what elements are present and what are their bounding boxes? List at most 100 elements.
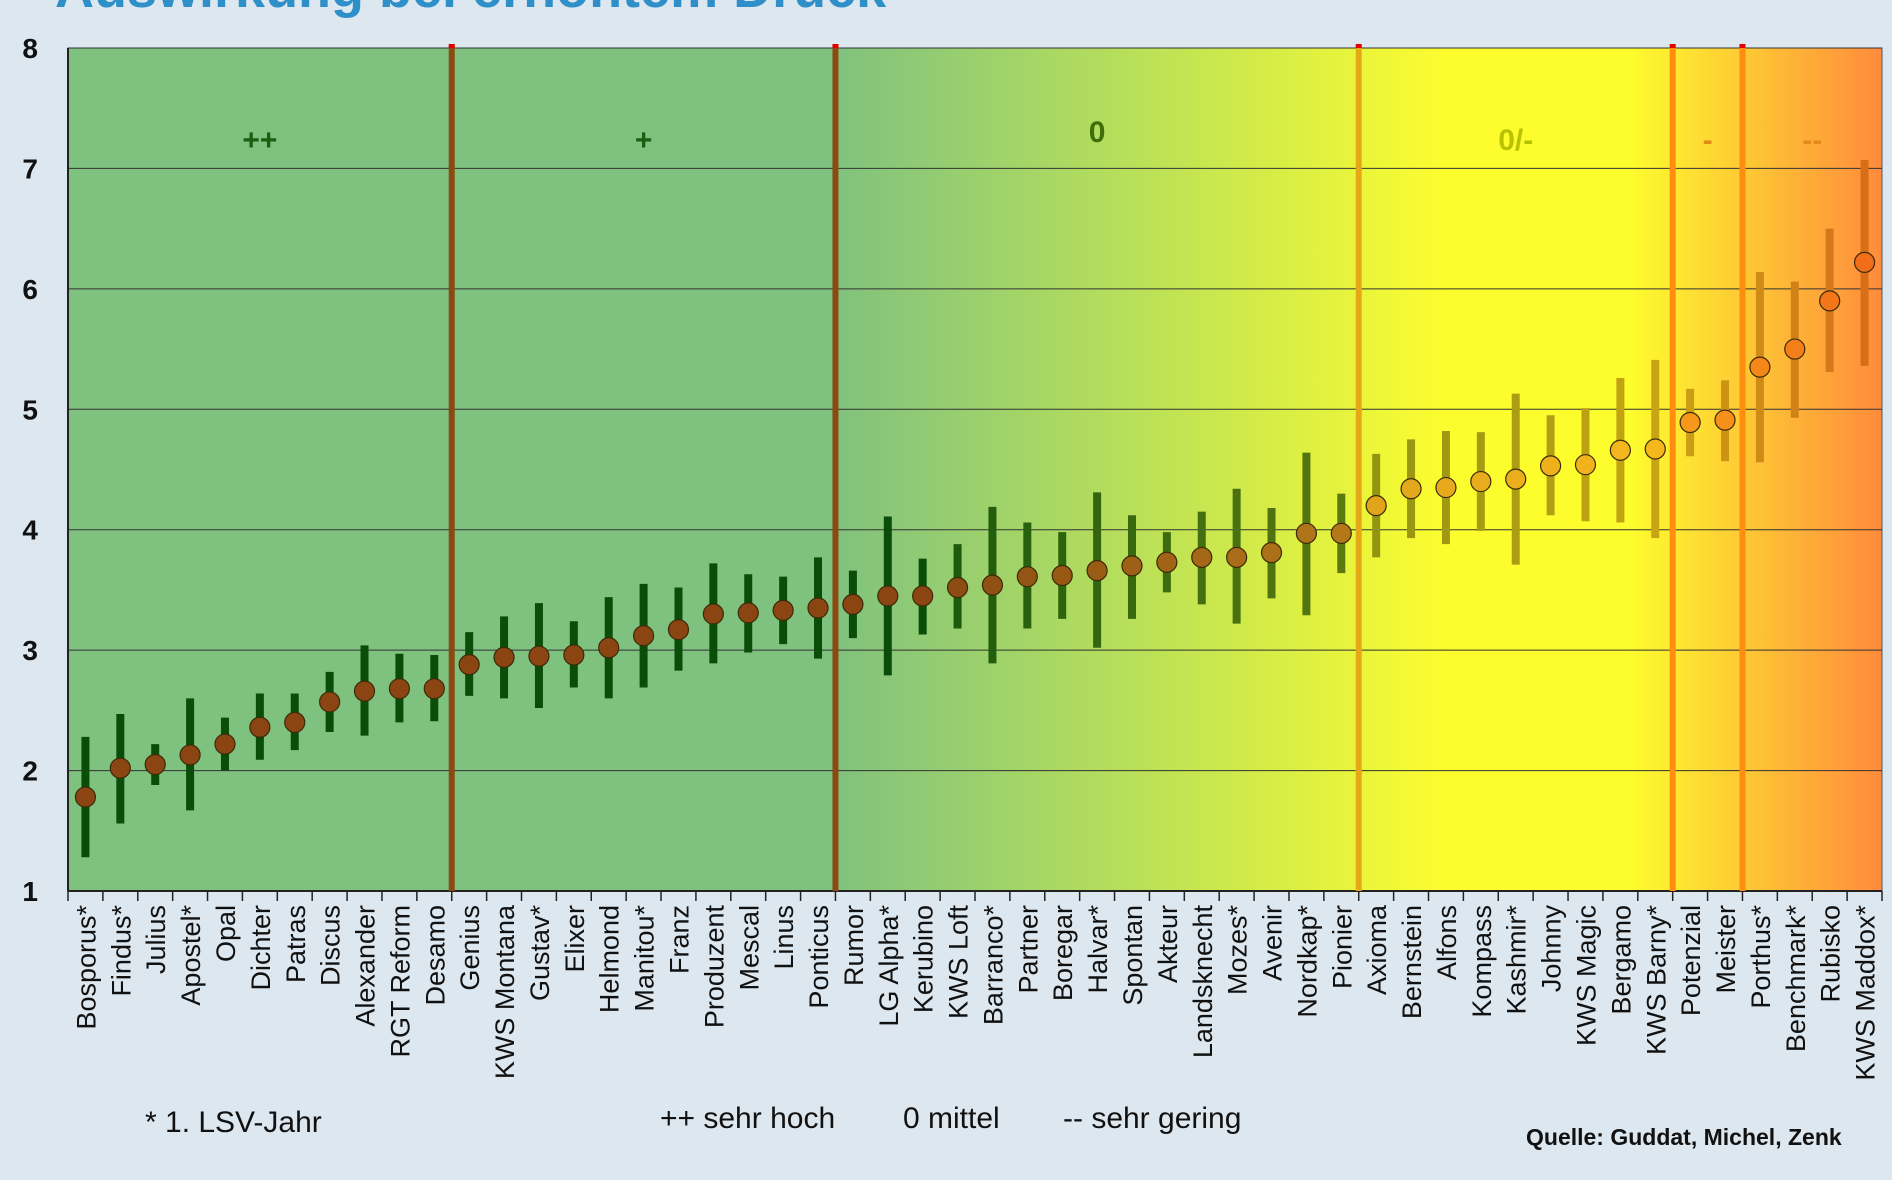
x-tick-label: Manitou* <box>630 905 660 1012</box>
plot-background <box>67 47 1883 892</box>
x-tick-label: RGT Reform <box>385 905 415 1058</box>
y-tick-label: 7 <box>22 153 38 184</box>
x-tick-label: Avenir <box>1258 905 1288 981</box>
data-point <box>74 786 97 808</box>
x-tick-label: Rumor <box>839 905 869 986</box>
data-point <box>249 716 271 738</box>
x-tick-label: LG Alpha* <box>874 905 904 1027</box>
data-point <box>319 691 341 713</box>
group-label: - <box>1703 124 1713 157</box>
x-tick-label: Barranco* <box>978 905 1008 1026</box>
data-point <box>1574 454 1597 476</box>
group-label: 0/- <box>1498 124 1533 157</box>
x-tick-label: Nordkap* <box>1292 905 1322 1018</box>
data-point <box>563 644 585 666</box>
group-label: ++ <box>242 124 277 157</box>
group-divider-cap <box>448 44 455 48</box>
data-point <box>1191 546 1213 569</box>
data-point <box>667 619 690 641</box>
data-point <box>1086 560 1108 582</box>
x-tick-label: Produzent <box>699 905 729 1029</box>
data-point <box>1819 290 1841 312</box>
x-tick-label: KWS Maddox* <box>1851 905 1881 1081</box>
group-divider-cap <box>1669 44 1676 48</box>
x-tick-label: Gustav* <box>525 905 555 1002</box>
y-tick-label: 3 <box>22 635 38 666</box>
x-tick-label: Ponticus <box>804 905 834 1009</box>
x-tick-label: Boregar <box>1048 905 1078 1001</box>
x-tick-label: Kashmir* <box>1502 905 1532 1015</box>
x-tick-label: Pionier <box>1327 905 1357 989</box>
x-tick-label: Bergamo <box>1606 905 1636 1015</box>
x-tick-label: Axioma <box>1362 904 1392 995</box>
x-tick-label: Alexander <box>351 905 381 1027</box>
x-tick-label: Rubisko <box>1816 905 1846 1003</box>
x-tick-label: Halvar* <box>1083 905 1113 994</box>
data-point <box>1749 356 1771 378</box>
data-point <box>737 602 759 624</box>
x-tick-label: Findus* <box>106 905 136 997</box>
x-tick-label: Kompass <box>1467 905 1497 1018</box>
data-point <box>1470 470 1492 493</box>
first-year-note: * 1. LSV-Jahr <box>145 1106 322 1139</box>
x-tick-label: Franz <box>664 905 694 974</box>
x-tick-label: Spontan <box>1118 905 1148 1006</box>
data-point <box>877 585 899 607</box>
data-point <box>946 576 969 599</box>
data-point <box>632 625 655 647</box>
x-tick-label: Kerubino <box>909 905 939 1013</box>
data-point <box>493 646 515 668</box>
data-point <box>1121 555 1143 577</box>
x-tick-label: Genius <box>455 905 485 991</box>
x-tick-label: Desamo <box>420 905 450 1006</box>
data-point <box>1679 411 1701 434</box>
x-tick-label: KWS Barny* <box>1641 905 1671 1056</box>
y-tick-label: 4 <box>22 515 38 546</box>
data-point <box>1609 439 1631 461</box>
x-tick-label: Benchmark* <box>1781 905 1811 1053</box>
source-note: Quelle: Guddat, Michel, Zenk <box>1526 1124 1842 1150</box>
data-point <box>1714 409 1736 431</box>
x-tick-label: KWS Loft <box>944 905 974 1020</box>
x-tick-label: Julius <box>141 905 171 974</box>
x-tick-label: Mozes* <box>1223 905 1253 996</box>
data-point <box>772 599 794 622</box>
x-tick-label: Landsknecht <box>1188 905 1218 1059</box>
x-tick-label: KWS Magic <box>1571 905 1601 1046</box>
data-point <box>1784 338 1806 360</box>
data-point <box>1156 551 1178 573</box>
group-divider-cap <box>1355 44 1362 48</box>
data-point <box>1330 522 1352 544</box>
data-point <box>144 753 166 776</box>
data-point <box>807 597 829 619</box>
legend-scale-low: -- sehr gering <box>1063 1102 1242 1135</box>
data-point <box>353 680 376 702</box>
chart-title: Auswirkung bei erhöhtem Druck <box>55 0 886 20</box>
x-tick-label: Patras <box>281 905 311 983</box>
legend-scale-mid: 0 mittel <box>903 1102 1000 1135</box>
data-point <box>423 678 445 700</box>
y-tick-label: 6 <box>22 274 38 305</box>
data-point <box>1226 546 1248 569</box>
x-tick-label: Opal <box>211 905 241 962</box>
x-tick-label: Porthus* <box>1746 905 1776 1009</box>
group-label: + <box>635 124 653 157</box>
x-tick-label: Johnny <box>1537 905 1567 993</box>
x-tick-label: Helmond <box>595 905 625 1013</box>
data-point <box>1539 455 1562 477</box>
x-tick-label: Mescal <box>734 905 764 991</box>
group-label: 0 <box>1089 116 1106 149</box>
x-tick-label: Akteur <box>1153 905 1183 983</box>
x-tick-label: Discus <box>316 905 346 986</box>
data-point <box>388 678 411 700</box>
x-tick-label: Potenzial <box>1676 905 1706 1016</box>
group-divider-cap <box>832 44 839 48</box>
y-tick-label: 2 <box>22 756 38 787</box>
x-tick-label: Linus <box>769 905 799 970</box>
y-tick-label: 8 <box>22 33 38 64</box>
data-point <box>598 637 620 659</box>
data-point <box>1295 522 1318 544</box>
data-point <box>1260 541 1283 564</box>
data-point <box>1644 438 1666 460</box>
